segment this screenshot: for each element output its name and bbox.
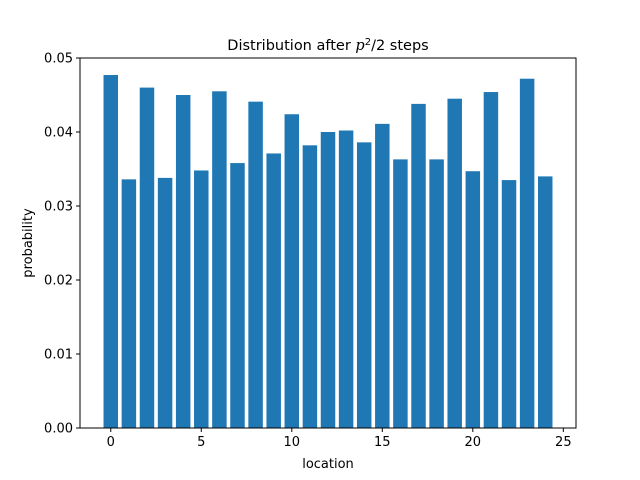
bar-location-22 <box>501 180 517 428</box>
bar-location-17 <box>411 103 426 428</box>
bar-location-19 <box>447 98 462 428</box>
bar-location-8 <box>248 101 263 428</box>
bar-location-15 <box>375 123 390 429</box>
x-axis-ticks: 0 5 10 15 20 25 <box>107 428 572 450</box>
bar-location-4 <box>175 95 191 428</box>
y-tick-label: 0.05 <box>44 52 73 67</box>
bar-location-18 <box>429 159 444 428</box>
bar-location-16 <box>393 159 408 428</box>
bar-location-6 <box>212 91 227 429</box>
y-tick-label: 0.03 <box>44 200 73 215</box>
y-axis-ticks: 0.00 0.01 0.02 0.03 0.04 0.05 <box>44 52 80 437</box>
bar-location-1 <box>121 179 137 428</box>
x-tick-label: 0 <box>107 435 115 450</box>
y-tick-label: 0.01 <box>44 348 73 363</box>
bar-location-21 <box>483 92 499 428</box>
x-axis-label: location <box>302 457 354 472</box>
y-axis-label: probability <box>21 208 36 278</box>
bar-location-14 <box>356 142 372 429</box>
bar-series <box>103 75 553 429</box>
y-tick-label: 0.00 <box>44 422 73 437</box>
x-tick-label: 10 <box>284 435 301 450</box>
bar-location-23 <box>519 78 535 428</box>
bar-location-13 <box>338 130 354 428</box>
y-tick-label: 0.04 <box>44 126 73 141</box>
bar-location-5 <box>194 170 209 429</box>
bar-location-10 <box>284 114 300 429</box>
x-tick-label: 20 <box>465 435 482 450</box>
bar-location-0 <box>103 75 119 429</box>
bar-location-24 <box>537 176 553 428</box>
bar-location-9 <box>266 153 281 428</box>
bar-location-7 <box>230 163 245 428</box>
y-tick-label: 0.02 <box>44 274 73 289</box>
x-tick-label: 5 <box>197 435 205 450</box>
bar-location-20 <box>465 171 481 428</box>
bar-location-2 <box>139 87 155 428</box>
bar-location-3 <box>157 177 173 428</box>
bar-location-11 <box>302 145 318 428</box>
chart-title: Distribution after p2/2 steps <box>227 37 428 55</box>
plot-area-frame <box>79 57 577 429</box>
x-tick-label: 25 <box>555 435 572 450</box>
x-tick-label: 15 <box>374 435 391 450</box>
bar-location-12 <box>320 132 336 428</box>
